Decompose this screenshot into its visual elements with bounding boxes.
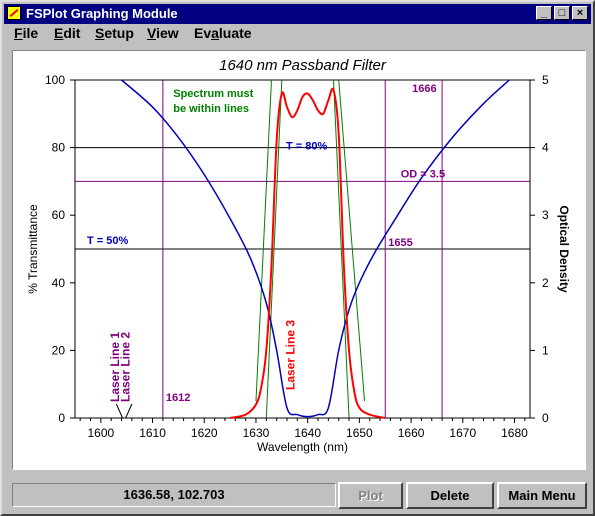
annotation-spectrum-1: Spectrum must: [173, 88, 253, 100]
x-tick-label: 1640: [294, 426, 321, 440]
y2-tick-label: 2: [542, 276, 549, 290]
close-button[interactable]: ×: [572, 6, 588, 20]
passband-chart: 1600 1610 1620 1630 1640 1650 1660 1670 16800204…: [26, 57, 571, 454]
laser-line-1-marker: [115, 403, 124, 419]
y-tick-label: 0: [58, 411, 65, 425]
y2-tick-label: 0: [542, 411, 549, 425]
od-curve: [121, 79, 510, 418]
spec-limit-line: [338, 79, 366, 402]
x-tick-label: 1620: [191, 426, 218, 440]
annotation-laser-2: Laser Line 2: [118, 332, 132, 402]
window-title: FSPlot Graphing Module: [26, 6, 178, 21]
y2-tick-label: 4: [542, 141, 549, 155]
x-tick-label: 1680: [501, 426, 528, 440]
x-tick-label: 1630: [243, 426, 270, 440]
x-axis-label: Wavelength (nm): [257, 440, 348, 454]
x-tick-label: 1610: [139, 426, 166, 440]
main-menu-button[interactable]: Main Menu: [497, 482, 587, 509]
label-t80: T = 80%: [286, 141, 327, 153]
menu-bar: File Edit Setup View Evaluate: [4, 24, 591, 44]
y2-tick-label: 5: [542, 73, 549, 87]
menu-edit[interactable]: Edit: [54, 25, 81, 41]
x-tick-label: 1650: [346, 426, 373, 440]
annotation-laser-3: Laser Line 3: [284, 320, 298, 390]
menu-evaluate[interactable]: Evaluate: [194, 25, 252, 41]
laser-line-2-marker: [125, 403, 133, 419]
spec-limit-line: [265, 79, 283, 419]
spec-limit-line: [333, 79, 350, 419]
transmittance-curve: [229, 87, 386, 419]
y-tick-label: 20: [52, 343, 66, 357]
app-icon[interactable]: [7, 6, 21, 20]
y-tick-label: 40: [52, 276, 66, 290]
menu-setup[interactable]: Setup: [95, 25, 134, 41]
label-t50: T = 50%: [87, 235, 128, 247]
y-tick-label: 100: [45, 73, 65, 87]
menu-view[interactable]: View: [147, 25, 179, 41]
y-tick-label: 60: [52, 208, 66, 222]
y-tick-label: 80: [52, 141, 66, 155]
annotation-laser-1: Laser Line 1: [108, 332, 122, 402]
plot-area[interactable]: 1600 1610 1620 1630 1640 1650 1660 1670 1680 0 20 4…: [12, 50, 586, 470]
label-1666: 1666: [412, 83, 436, 95]
y2-tick-label: 3: [542, 208, 549, 222]
label-1655: 1655: [388, 237, 412, 249]
label-1612: 1612: [166, 392, 190, 404]
x-tick-label: 1660: [398, 426, 425, 440]
menu-file[interactable]: File: [14, 25, 39, 41]
x-tick-label: 1600: [88, 426, 115, 440]
delete-button[interactable]: Delete: [406, 482, 494, 509]
spec-limit-line: [255, 79, 272, 402]
y2-axis-label: Optical Density: [557, 205, 571, 293]
chart-title: 1640 nm Passband Filter: [219, 57, 387, 74]
maximize-button[interactable]: □: [554, 6, 570, 20]
plot-button[interactable]: Plot: [338, 482, 403, 509]
y2-tick-label: 1: [542, 343, 549, 357]
minimize-button[interactable]: _: [536, 6, 552, 20]
annotation-spectrum-2: be within lines: [173, 103, 249, 115]
label-od: OD = 3.5: [401, 168, 445, 180]
y-axis-label: % Transmittance: [26, 204, 40, 294]
x-tick-label: 1670: [449, 426, 476, 440]
cursor-coordinates: 1636.58, 102.703: [12, 483, 336, 507]
title-bar: FSPlot Graphing Module _ □ ×: [4, 4, 591, 24]
